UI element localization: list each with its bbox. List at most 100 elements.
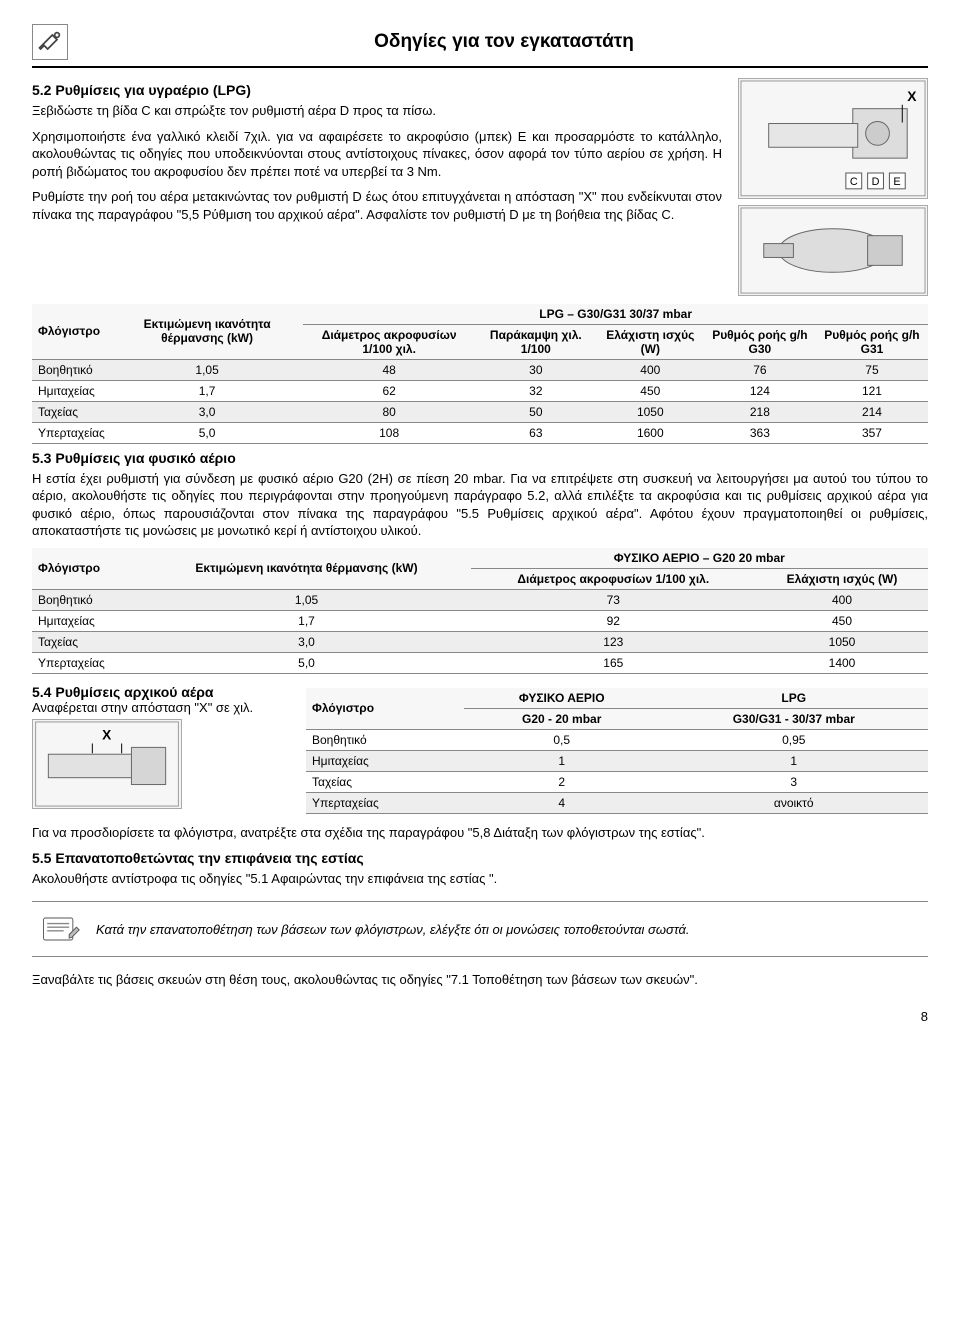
t1-r2-g31: 214 <box>816 401 928 422</box>
t2-r0-kw: 1,05 <box>142 589 470 610</box>
svg-text:D: D <box>872 176 880 188</box>
t1-r0-kw: 1,05 <box>111 359 303 380</box>
heading-5-5: 5.5 Επανατοποθετώντας την επιφάνεια της … <box>32 850 928 866</box>
t2-r2-d: 123 <box>471 631 756 652</box>
p-5-4: Αναφέρεται στην απόσταση "X" σε χιλ. <box>32 700 292 715</box>
t2-r3-b: Υπερταχείας <box>32 652 142 673</box>
t1-r3-w: 1600 <box>597 422 704 443</box>
t2-h-burner: Φλόγιστρο <box>32 548 142 590</box>
t1-r1-kw: 1,7 <box>111 380 303 401</box>
t2-r0-d: 73 <box>471 589 756 610</box>
heading-5-2: 5.2 Ρυθμίσεις για υγραέριο (LPG) <box>32 82 722 98</box>
tools-icon <box>32 24 68 60</box>
note-text: Κατά την επανατοποθέτηση των βάσεων των … <box>96 922 922 937</box>
t1-h-minw: Ελάχιστη ισχύς (W) <box>597 324 704 359</box>
note-box: Κατά την επανατοποθέτηση των βάσεων των … <box>32 901 928 957</box>
t3-r2-lpg: 3 <box>660 771 928 792</box>
t1-h-g30: Ρυθμός ροής g/h G30 <box>704 324 816 359</box>
t2-h-minw: Ελάχιστη ισχύς (W) <box>756 568 928 589</box>
t1-h-g31: Ρυθμός ροής g/h G31 <box>816 324 928 359</box>
t1-r2-d: 80 <box>303 401 475 422</box>
svg-text:X: X <box>907 88 917 104</box>
title-rule <box>32 66 928 68</box>
t1-h-power: Εκτιμώμενη ικανότητα θέρμανσης (kW) <box>111 304 303 360</box>
t2-r1-d: 92 <box>471 610 756 631</box>
t1-r3-g30: 363 <box>704 422 816 443</box>
t1-r2-kw: 3,0 <box>111 401 303 422</box>
p-5-5: Ακολουθήστε αντίστροφα τις οδηγίες "5.1 … <box>32 870 928 888</box>
table-initial-air: Φλόγιστρο ΦΥΣΙΚΟ ΑΕΡΙΟ LPG G20 - 20 mbar… <box>306 688 928 814</box>
t1-r1-b: Ημιταχείας <box>32 380 111 401</box>
t2-h-power: Εκτιμώμενη ικανότητα θέρμανσης (kW) <box>142 548 470 590</box>
t1-h-group: LPG – G30/G31 30/37 mbar <box>303 304 928 325</box>
t1-body: Βοηθητικό1,0548304007675 Ημιταχείας1,762… <box>32 359 928 443</box>
t3-r0-b: Βοηθητικό <box>306 729 464 750</box>
t3-r2-b: Ταχείας <box>306 771 464 792</box>
figure-x: X <box>32 719 182 809</box>
t3-r0-ng: 0,5 <box>464 729 660 750</box>
p-after-t3: Για να προσδιορίσετε τα φλόγιστρα, ανατρ… <box>32 824 928 842</box>
t1-r0-p: 30 <box>475 359 597 380</box>
t3-r0-lpg: 0,95 <box>660 729 928 750</box>
t1-r2-b: Ταχείας <box>32 401 111 422</box>
heading-5-4: 5.4 Ρυθμίσεις αρχικού αέρα <box>32 684 292 700</box>
heading-5-3: 5.3 Ρυθμίσεις για φυσικό αέριο <box>32 450 928 466</box>
t3-r1-b: Ημιταχείας <box>306 750 464 771</box>
t3-h-ng2: G20 - 20 mbar <box>464 708 660 729</box>
t1-r3-kw: 5,0 <box>111 422 303 443</box>
t1-r0-g30: 76 <box>704 359 816 380</box>
t2-r1-b: Ημιταχείας <box>32 610 142 631</box>
t3-h-lpg2: G30/G31 - 30/37 mbar <box>660 708 928 729</box>
t1-r2-w: 1050 <box>597 401 704 422</box>
t3-h-ng: ΦΥΣΙΚΟ ΑΕΡΙΟ <box>464 688 660 709</box>
p-5-3: Η εστία έχει ρυθμιστή για σύνδεση με φυσ… <box>32 470 928 540</box>
page-title: Οδηγίες για τον εγκαταστάτη <box>80 31 928 53</box>
section-5-2: 5.2 Ρυθμίσεις για υγραέριο (LPG) Ξεβιδώσ… <box>32 78 928 296</box>
svg-text:X: X <box>102 728 111 743</box>
page-number: 8 <box>32 1009 928 1024</box>
t2-h-group: ΦΥΣΙΚΟ ΑΕΡΙΟ – G20 20 mbar <box>471 548 928 569</box>
t2-r1-w: 450 <box>756 610 928 631</box>
p-final: Ξαναβάλτε τις βάσεις σκευών στη θέση του… <box>32 971 928 989</box>
p-5-2-1: Ξεβιδώστε τη βίδα C και σπρώξτε τον ρυθμ… <box>32 102 722 120</box>
t1-h-diam: Διάμετρος ακροφυσίων 1/100 χιλ. <box>303 324 475 359</box>
t1-r0-w: 400 <box>597 359 704 380</box>
t2-r2-w: 1050 <box>756 631 928 652</box>
svg-text:E: E <box>893 176 900 188</box>
t1-r2-p: 50 <box>475 401 597 422</box>
t3-r1-lpg: 1 <box>660 750 928 771</box>
t2-r1-kw: 1,7 <box>142 610 470 631</box>
svg-text:C: C <box>850 176 858 188</box>
t3-h-lpg: LPG <box>660 688 928 709</box>
t3-r3-lpg: ανοικτό <box>660 792 928 813</box>
t3-r1-ng: 1 <box>464 750 660 771</box>
table-ng: Φλόγιστρο Εκτιμώμενη ικανότητα θέρμανσης… <box>32 548 928 674</box>
p-5-2-3: Ρυθμίστε την ροή του αέρα μετακινώντας τ… <box>32 188 722 223</box>
t1-r0-d: 48 <box>303 359 475 380</box>
t1-r0-g31: 75 <box>816 359 928 380</box>
t2-r2-kw: 3,0 <box>142 631 470 652</box>
t1-r1-g30: 124 <box>704 380 816 401</box>
t1-h-bend: Παράκαμψη χιλ. 1/100 <box>475 324 597 359</box>
t2-r3-w: 1400 <box>756 652 928 673</box>
section-5-4: 5.4 Ρυθμίσεις αρχικού αέρα Αναφέρεται στ… <box>32 680 928 820</box>
t2-r0-b: Βοηθητικό <box>32 589 142 610</box>
t2-r3-d: 165 <box>471 652 756 673</box>
t1-r2-g30: 218 <box>704 401 816 422</box>
t1-r0-b: Βοηθητικό <box>32 359 111 380</box>
t3-r3-ng: 4 <box>464 792 660 813</box>
figure-valve <box>738 205 928 296</box>
t1-h-burner: Φλόγιστρο <box>32 304 111 360</box>
t1-r3-d: 108 <box>303 422 475 443</box>
t2-h-diam: Διάμετρος ακροφυσίων 1/100 χιλ. <box>471 568 756 589</box>
figure-cde: X C D E <box>738 78 928 199</box>
t1-r3-g31: 357 <box>816 422 928 443</box>
page-header: Οδηγίες για τον εγκαταστάτη <box>32 24 928 60</box>
t1-r1-d: 62 <box>303 380 475 401</box>
t3-r3-b: Υπερταχείας <box>306 792 464 813</box>
t1-r3-b: Υπερταχείας <box>32 422 111 443</box>
t1-r1-g31: 121 <box>816 380 928 401</box>
p-5-2-2: Χρησιμοποιήστε ένα γαλλικό κλειδί 7χιλ. … <box>32 128 722 181</box>
t2-r2-b: Ταχείας <box>32 631 142 652</box>
t2-r0-w: 400 <box>756 589 928 610</box>
